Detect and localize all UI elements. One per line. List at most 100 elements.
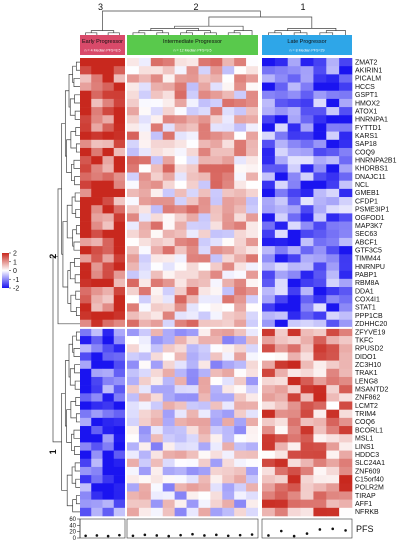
heatmap-cell — [262, 376, 276, 386]
heatmap-cell — [138, 287, 152, 296]
heatmap-cell — [150, 123, 164, 132]
heatmap-cell — [234, 270, 247, 280]
heatmap-cell — [326, 254, 340, 263]
heatmap-cell — [113, 139, 126, 149]
heatmap-cell — [262, 82, 276, 92]
cluster-header-box — [262, 35, 352, 55]
column-dendrogram-branch — [132, 32, 146, 35]
heatmap-cell — [102, 295, 115, 304]
heatmap-cell — [174, 287, 187, 296]
heatmap-cell — [150, 483, 164, 492]
heatmap-cell — [326, 450, 340, 460]
heatmap-cell — [287, 164, 301, 173]
heatmap-cell — [102, 376, 115, 386]
heatmap-cell — [313, 188, 327, 198]
heatmap-cells — [80, 58, 353, 517]
row-dendrogram-branch — [64, 90, 69, 157]
heatmap-cell — [127, 344, 140, 353]
heatmap-cell — [300, 336, 314, 345]
heatmap-cell — [91, 458, 103, 468]
row-dendrogram-branch — [75, 290, 80, 300]
gene-label: POLR2M — [355, 485, 384, 492]
heatmap-cell — [222, 58, 235, 67]
heatmap-cell — [127, 368, 140, 378]
pfs-point — [344, 529, 347, 532]
gene-label: TIRAP — [355, 493, 376, 500]
heatmap-cell — [246, 147, 259, 157]
heatmap-cell — [246, 270, 259, 280]
heatmap-cell — [246, 368, 259, 378]
column-cluster-label: 2 — [193, 2, 198, 12]
heatmap-cell — [127, 180, 140, 190]
heatmap-cell — [80, 303, 92, 312]
heatmap-cell — [210, 205, 223, 214]
heatmap-cell — [91, 360, 103, 370]
heatmap-cell — [127, 262, 140, 271]
heatmap-cell — [300, 344, 314, 353]
heatmap-cell — [274, 393, 289, 402]
heatmap-cell — [186, 287, 199, 296]
heatmap-cell — [287, 327, 301, 337]
heatmap-cell — [222, 417, 235, 427]
heatmap-cell — [326, 98, 340, 108]
heatmap-cell — [186, 213, 199, 222]
heatmap-cell — [246, 303, 259, 312]
heatmap-cell — [222, 278, 235, 288]
heatmap-cell — [113, 385, 126, 394]
heatmap-cell — [91, 254, 103, 263]
heatmap-cell — [287, 58, 301, 67]
legend-tick-label: 2 — [13, 251, 17, 258]
heatmap-cell — [138, 327, 152, 337]
heatmap-cell — [210, 221, 223, 231]
heatmap-cell — [210, 98, 223, 108]
heatmap-cell — [138, 319, 152, 329]
heatmap-cell — [80, 295, 92, 304]
heatmap-cell — [222, 147, 235, 157]
heatmap-cell — [274, 172, 289, 181]
heatmap-cell — [262, 287, 276, 296]
heatmap-cell — [198, 74, 211, 83]
cluster-header-box — [127, 35, 258, 55]
heatmap-cell — [234, 287, 247, 296]
heatmap-cell — [313, 205, 327, 214]
heatmap-cell — [210, 115, 223, 124]
heatmap-cell — [127, 270, 140, 280]
heatmap-cell — [127, 66, 140, 75]
heatmap-cell — [326, 483, 340, 492]
heatmap-cell — [198, 98, 211, 108]
heatmap-cell — [339, 74, 353, 83]
heatmap-cell — [162, 442, 175, 451]
heatmap-cell — [326, 229, 340, 239]
heatmap-cell — [127, 450, 140, 460]
heatmap-cell — [287, 229, 301, 239]
pfs-tick-label: 40 — [69, 523, 76, 529]
gene-label: OGFOD1 — [355, 215, 385, 222]
row-dendrogram-branch — [74, 364, 80, 374]
heatmap-cell — [262, 450, 276, 460]
heatmap-cell — [174, 393, 187, 402]
heatmap-cell — [313, 221, 327, 231]
heatmap-cell — [246, 74, 259, 83]
pfs-point — [118, 533, 121, 537]
heatmap-cell — [262, 270, 276, 280]
heatmap-cell — [150, 262, 164, 271]
heatmap-cell — [313, 393, 327, 402]
heatmap-cell — [300, 499, 314, 509]
heatmap-cell — [313, 450, 327, 460]
heatmap-cell — [210, 66, 223, 75]
heatmap-cell — [300, 434, 314, 443]
heatmap-cell — [210, 295, 223, 304]
heatmap-cell — [174, 262, 187, 271]
heatmap-cell — [150, 499, 164, 509]
heatmap-cell — [91, 417, 103, 427]
heatmap-cell — [138, 115, 152, 124]
heatmap-cell — [300, 401, 314, 410]
heatmap-cell — [150, 287, 164, 296]
heatmap-cell — [313, 107, 327, 116]
gene-label: TRAK1 — [355, 370, 378, 377]
heatmap-cell — [210, 336, 223, 345]
heatmap-cell — [339, 164, 353, 173]
heatmap-cell — [262, 221, 276, 231]
column-dendrogram-branch — [107, 32, 120, 35]
heatmap-cell — [91, 466, 103, 476]
